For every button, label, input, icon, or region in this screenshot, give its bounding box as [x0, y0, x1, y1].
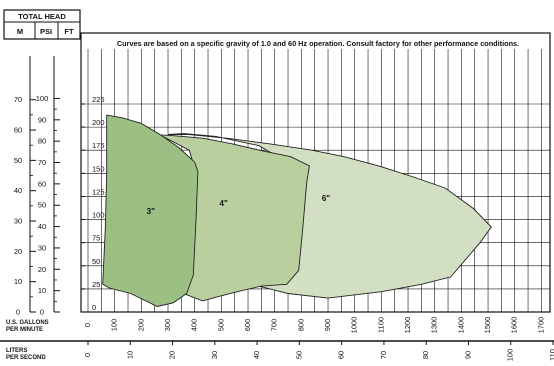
y-psi-tick-label: 40	[38, 222, 46, 231]
x-axis-lps: LITERS PER SECOND 0 10 20 30 40 50 60 70 80 90 100…	[6, 341, 554, 361]
y-m-tick-label: 60	[14, 126, 22, 135]
chart-note: Curves are based on a specific gravity o…	[117, 39, 519, 48]
x-gpm-tick-label: 400	[190, 319, 199, 332]
x-gpm-tick-label: 900	[323, 319, 332, 332]
x-axis-gpm-label-line1: U.S. GALLONS	[6, 320, 49, 326]
x-gpm-tick-label: 500	[216, 319, 225, 332]
y-m-tick-label: 0	[16, 308, 20, 317]
y-psi-tick-label: 60	[38, 179, 46, 188]
y-ft-tick-label: 50	[92, 257, 100, 266]
x-axis-lps-label-line2: PER SECOND	[6, 355, 46, 361]
x-lps-tick-label: 40	[252, 351, 261, 359]
y-ft-tick-label: 175	[92, 141, 105, 150]
x-lps-tick-label: 70	[379, 351, 388, 359]
series-area-2	[102, 114, 199, 307]
y-m-tick-label: 20	[14, 247, 22, 256]
y-psi-tick-label: 80	[38, 137, 46, 146]
header-title: TOTAL HEAD	[18, 12, 66, 21]
y-psi-tick-label: 70	[38, 158, 46, 167]
x-lps-tick-label: 60	[337, 351, 346, 359]
x-gpm-tick-label: 1400	[456, 317, 465, 334]
y-psi-tick-label: 0	[40, 308, 44, 317]
y-ft-tick-label: 150	[92, 164, 105, 173]
series-label-1: 4"	[220, 199, 228, 208]
x-gpm-tick-label: 1300	[430, 317, 439, 334]
x-gpm-tick-label: 1500	[483, 317, 492, 334]
y-m-tick-label: 30	[14, 217, 22, 226]
header-col-psi: PSI	[40, 27, 52, 36]
y-ft-tick-label: 225	[92, 95, 105, 104]
y-ft-tick-label: 200	[92, 118, 105, 127]
header-box	[3, 9, 81, 40]
x-lps-tick-label: 80	[421, 351, 430, 359]
y-m-tick-label: 40	[14, 186, 22, 195]
y-psi-tick-label: 30	[38, 243, 46, 252]
y-m-tick-label: 70	[14, 95, 22, 104]
header-col-ft: FT	[64, 27, 74, 36]
header-block: TOTAL HEAD M PSI FT	[3, 9, 81, 40]
x-gpm-tick-label: 1600	[510, 317, 519, 334]
x-lps-tick-label: 20	[168, 351, 177, 359]
y-psi-tick-label: 20	[38, 265, 46, 274]
y-ft-tick-label: 100	[92, 211, 105, 220]
y-psi-tick-label: 90	[38, 115, 46, 124]
x-gpm-tick-label: 200	[136, 319, 145, 332]
x-gpm-tick-label: 700	[270, 319, 279, 332]
x-gpm-tick-label: 1200	[403, 317, 412, 334]
x-gpm-tick-label: 1700	[536, 317, 545, 334]
y-psi-tick-label: 100	[36, 94, 49, 103]
y-m-tick-label: 50	[14, 156, 22, 165]
x-lps-tick-label: 50	[294, 351, 303, 359]
header-col-m: M	[17, 27, 23, 36]
x-lps-tick-label: 30	[210, 351, 219, 359]
series-areas	[102, 114, 492, 307]
x-axis-gpm-label-line2: PER MINUTE	[6, 327, 43, 333]
x-gpm-tick-label: 1000	[350, 317, 359, 334]
x-axis-gpm: U.S. GALLONS PER MINUTE 0 100 200 300 400 500…	[6, 317, 545, 334]
x-gpm-tick-label: 100	[110, 319, 119, 332]
x-gpm-tick-label: 800	[296, 319, 305, 332]
series-label-2: 3"	[147, 207, 155, 216]
x-lps-tick-label: 110	[548, 349, 554, 361]
x-axis-lps-label-line1: LITERS	[6, 348, 27, 354]
series-label-0: 6"	[322, 194, 330, 203]
y-ft-tick-label: 25	[92, 280, 100, 289]
x-lps-tick-label: 0	[83, 353, 92, 357]
y-ft-tick-label: 75	[92, 234, 100, 243]
x-lps-tick-label: 10	[125, 351, 134, 359]
y-axis-psi: 0 10 20 30 40 50 60 70 80 90 100	[36, 56, 60, 317]
series-labels: 6" 4" 3"	[147, 194, 331, 216]
y-ft-tick-label: 0	[92, 303, 96, 312]
chart-note-background	[88, 36, 548, 49]
x-gpm-tick-label: 600	[243, 319, 252, 332]
y-axis-m: 0 10 20 30 40 50 60 70	[14, 56, 36, 317]
y-psi-tick-label: 10	[38, 286, 46, 295]
y-axis-ft: 0 25 50 75 100 125 150 175 200 225	[81, 95, 105, 313]
x-lps-tick-label: 100	[506, 349, 515, 362]
x-gpm-tick-label: 0	[83, 323, 92, 327]
x-gpm-tick-label: 1100	[376, 317, 385, 333]
x-gpm-tick-label: 300	[163, 319, 172, 332]
y-m-tick-label: 10	[14, 277, 22, 286]
y-psi-tick-label: 50	[38, 201, 46, 210]
x-lps-tick-label: 90	[463, 351, 472, 359]
y-ft-tick-label: 125	[92, 187, 105, 196]
plot-frame	[80, 32, 551, 313]
